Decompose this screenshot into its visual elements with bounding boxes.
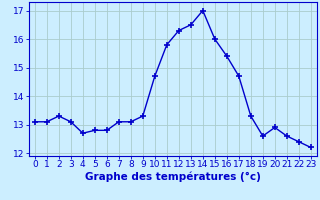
X-axis label: Graphe des températures (°c): Graphe des températures (°c) bbox=[85, 172, 261, 182]
